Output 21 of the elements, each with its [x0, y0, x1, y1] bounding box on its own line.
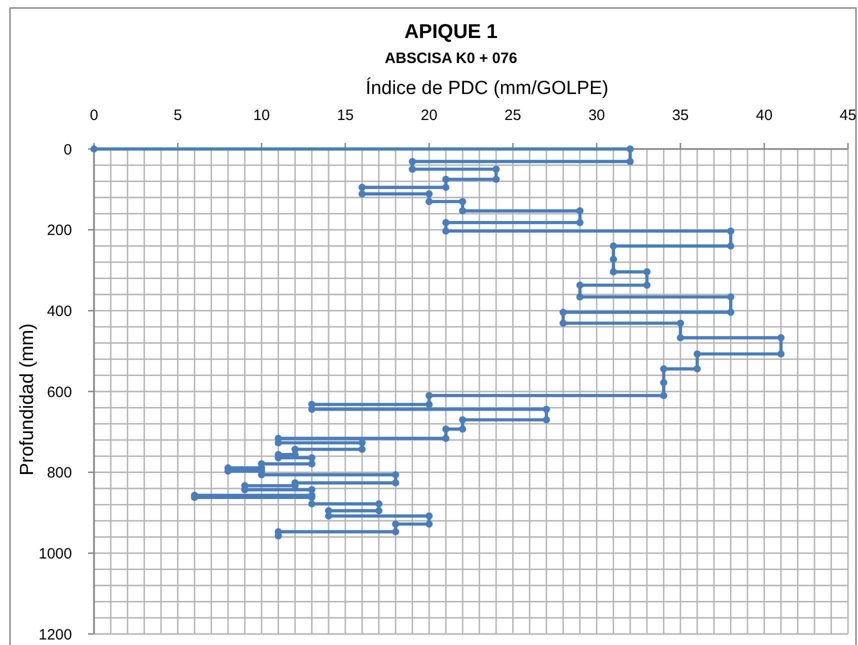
x-axis-title: Índice de PDC (mm/GOLPE)	[366, 77, 608, 99]
x-tick-label: 5	[174, 107, 182, 124]
y-tick-label: 1000	[38, 545, 72, 562]
y-tick-label: 800	[46, 464, 72, 482]
y-tick-label: 400	[46, 302, 72, 320]
x-tick-label: 15	[336, 107, 354, 124]
x-tick-label: 25	[504, 107, 522, 124]
chart-subtitle: ABSCISA K0 + 076	[384, 50, 518, 67]
y-tick-label: 0	[64, 141, 72, 158]
y-tick-label: 200	[46, 222, 72, 240]
x-tick-label: 20	[420, 107, 438, 124]
y-axis-title: Profundidad (mm)	[17, 323, 38, 476]
x-tick-label: 40	[756, 107, 773, 124]
x-tick-label: 30	[588, 107, 606, 124]
x-tick-label: 45	[840, 107, 856, 124]
y-tick-label: 1200	[38, 626, 72, 644]
x-tick-label: 10	[253, 107, 270, 124]
x-tick-label: 0	[90, 107, 98, 124]
chart-title: APIQUE 1	[404, 21, 498, 43]
y-tick-label: 600	[46, 384, 72, 401]
x-tick-label: 35	[672, 107, 689, 124]
